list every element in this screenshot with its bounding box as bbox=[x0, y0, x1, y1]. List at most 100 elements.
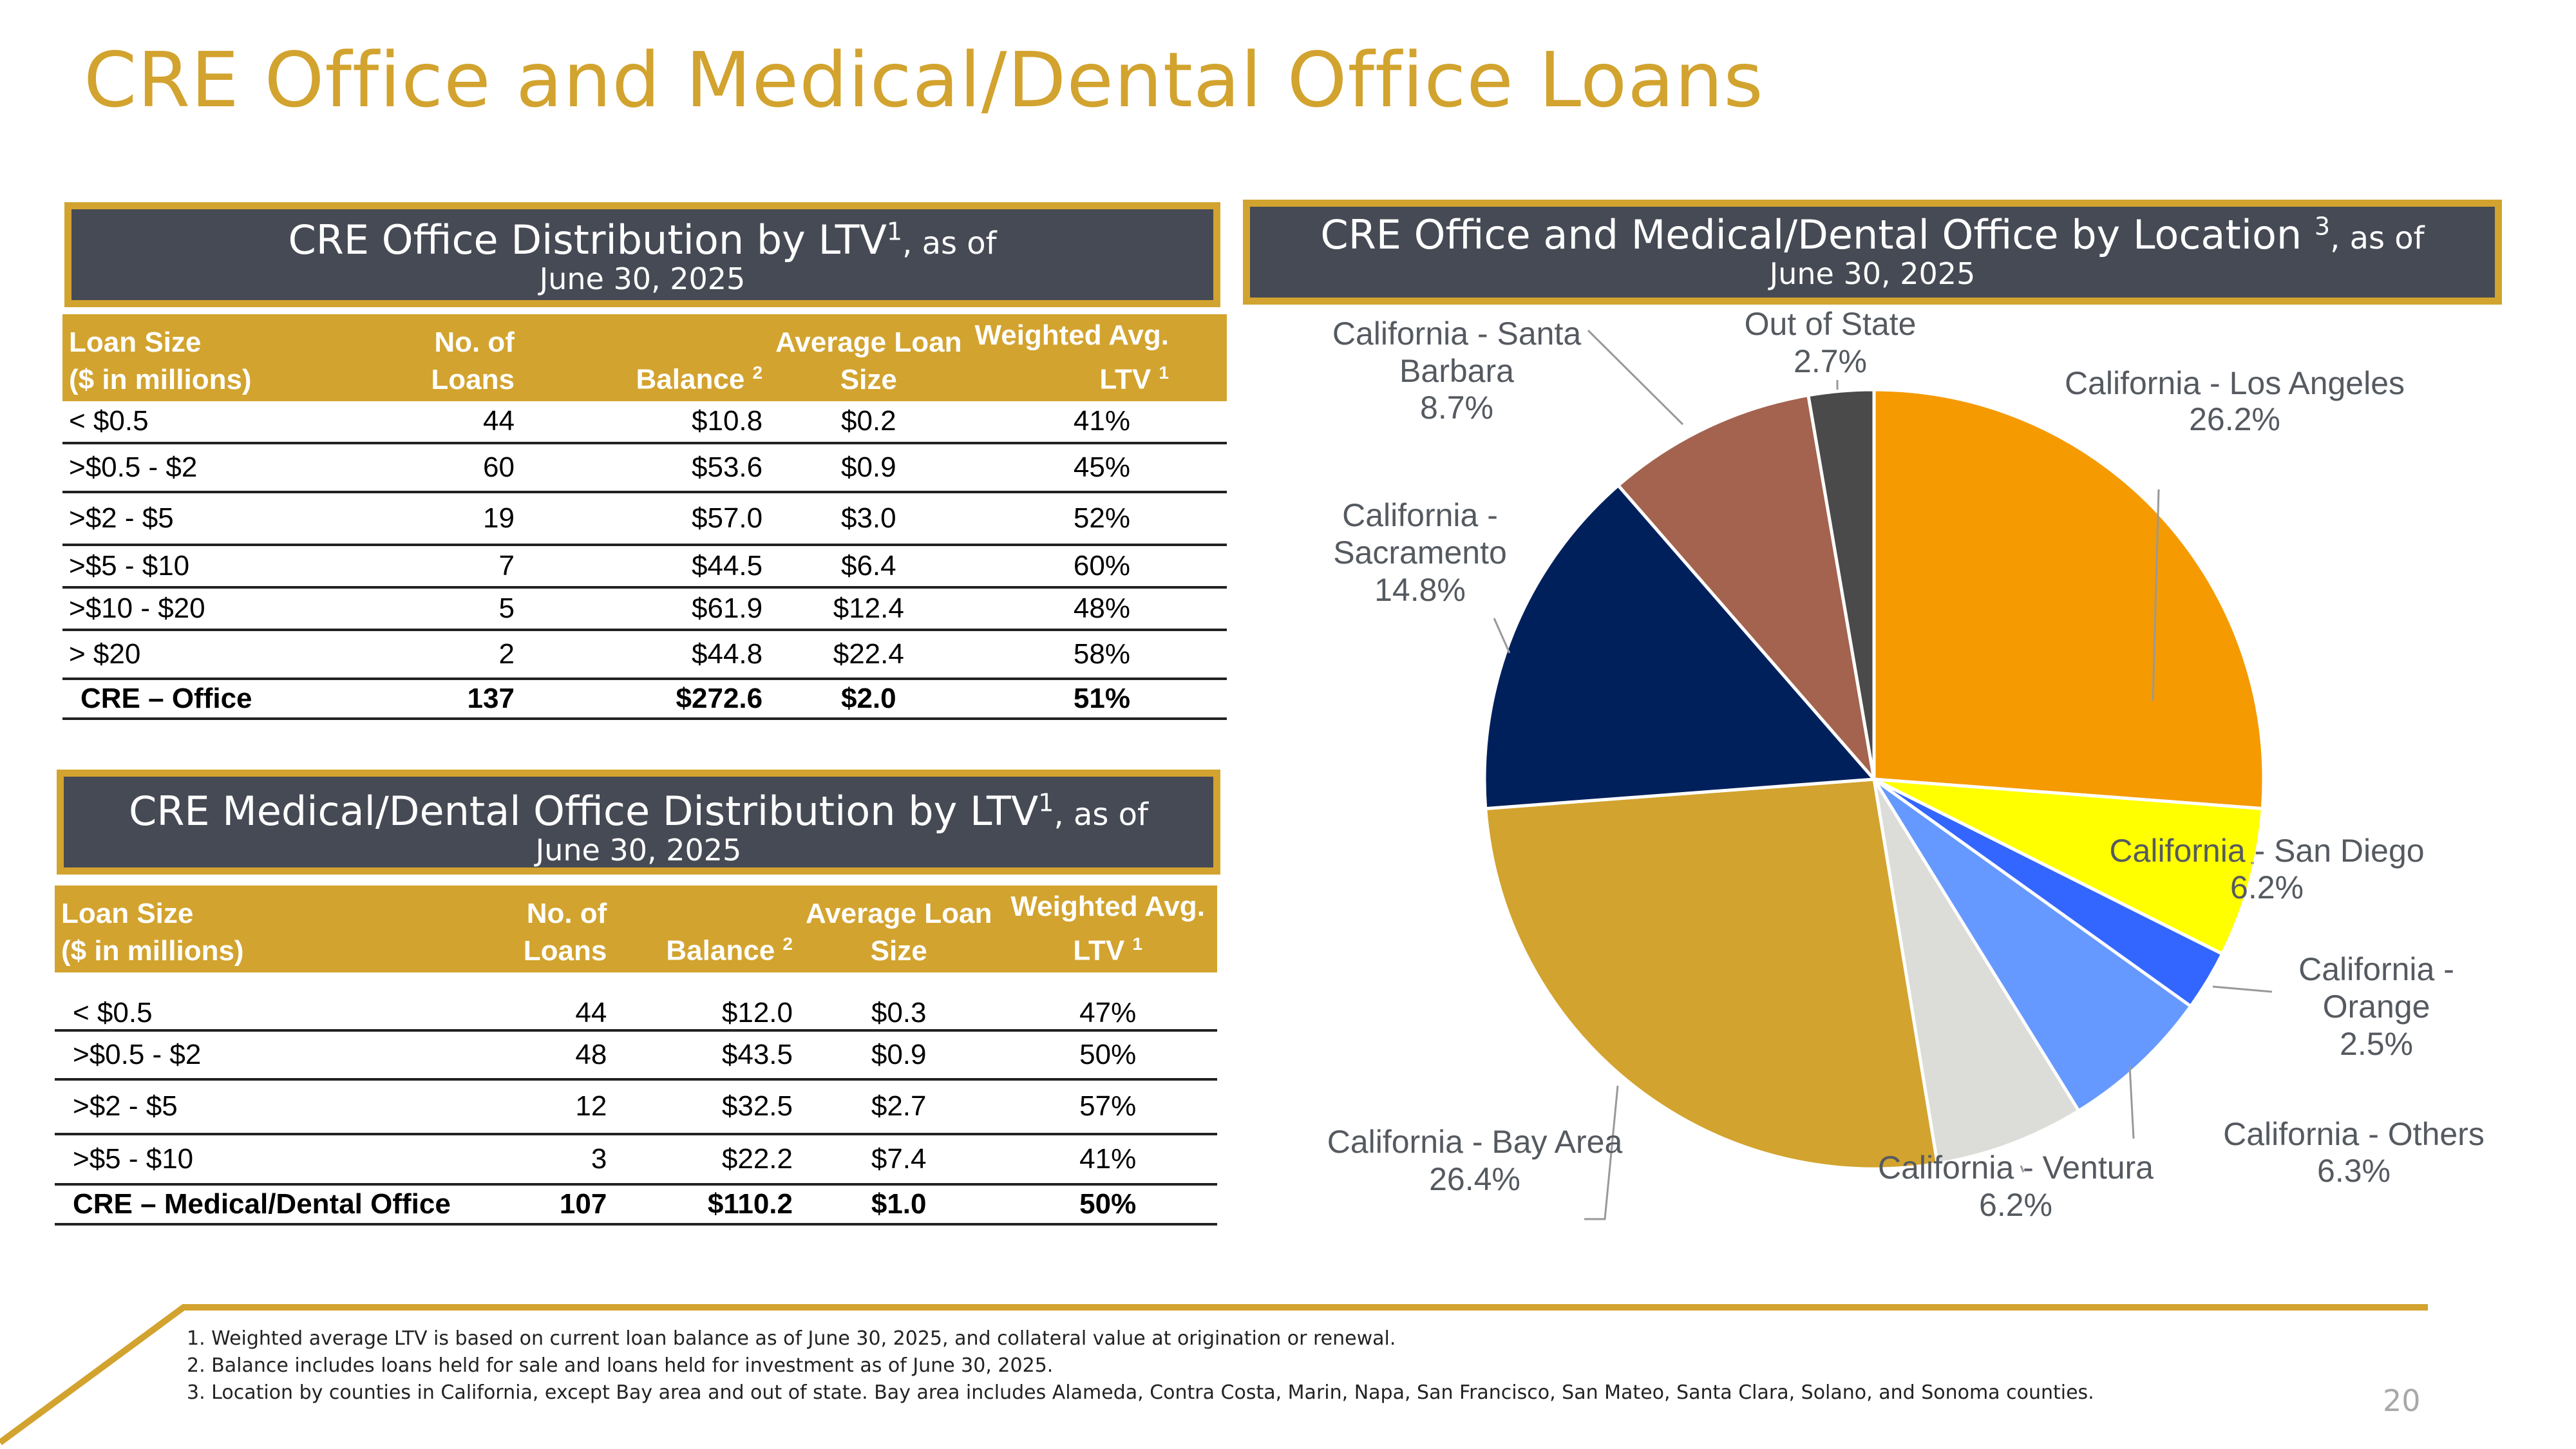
table-total-row: CRE – Office 137 $272.6 $2.0 51% bbox=[62, 678, 1227, 720]
cell-loans: 44 bbox=[457, 972, 614, 1032]
header-loan-size: Loan Size ($ in millions) bbox=[61, 897, 244, 967]
pie-label-orange: California -Orange 2.5% bbox=[2298, 951, 2454, 1062]
pie-label-out-of-state: Out of State 2.7% bbox=[1745, 306, 1917, 379]
header-no-of-loans: No. of Loans bbox=[523, 897, 607, 967]
pie-slice-los-angeles bbox=[1872, 388, 2266, 811]
cell-avg: $2.0 bbox=[769, 678, 969, 720]
header-weighted-ltv: Weighted Avg. LTV 1 bbox=[974, 319, 1170, 395]
office-banner-title: CRE Office Distribution by LTV bbox=[288, 216, 887, 263]
cell-balance: $12.0 bbox=[613, 972, 799, 1032]
cell-loans: 2 bbox=[390, 629, 521, 680]
office-banner-asof: , as of bbox=[902, 225, 997, 261]
cell-balance: $272.6 bbox=[520, 678, 770, 720]
cell-ltv: 41% bbox=[998, 1133, 1217, 1186]
location-banner: CRE Office and Medical/Dental Office by … bbox=[1243, 200, 2502, 305]
cell-balance: $61.9 bbox=[520, 587, 770, 631]
cell-balance: $10.8 bbox=[520, 401, 770, 444]
header-average-loan-size: Average Loan Size bbox=[805, 897, 992, 967]
header-no-of-loans: No. of Loans bbox=[431, 326, 515, 395]
cell-ltv: 47% bbox=[998, 972, 1217, 1032]
pie-leader-sacramento bbox=[1493, 618, 1511, 654]
cell-loans: 19 bbox=[390, 491, 521, 546]
footnotes: 1. Weighted average LTV is based on curr… bbox=[187, 1325, 2312, 1406]
office-banner-date: June 30, 2025 bbox=[539, 261, 746, 297]
pie-leader-santa-barbara bbox=[1587, 329, 1684, 426]
cell-size: CRE – Medical/Dental Office bbox=[55, 1184, 457, 1226]
location-banner-asof: , as of bbox=[2330, 220, 2425, 256]
pie-label-bay-area: California - Bay Area 26.4% bbox=[1327, 1124, 1623, 1197]
header-average-loan-size: Average Loan Size bbox=[775, 326, 962, 395]
cell-ltv: 50% bbox=[998, 1030, 1217, 1081]
header-balance: Balance 2 bbox=[666, 934, 793, 967]
cell-size: < $0.5 bbox=[62, 401, 391, 444]
cell-loans: 137 bbox=[390, 678, 521, 720]
cell-loans: 44 bbox=[390, 401, 521, 444]
page-number: 20 bbox=[2383, 1383, 2421, 1418]
footnote-2: 2. Balance includes loans held for sale … bbox=[187, 1354, 1054, 1377]
table-row: > $20 2 $44.8 $22.4 58% bbox=[62, 629, 1227, 680]
cell-avg: $22.4 bbox=[769, 629, 969, 680]
pie-slice-ventura bbox=[1872, 778, 2081, 1166]
cell-size: >$0.5 - $2 bbox=[55, 1030, 457, 1081]
pie-label-santa-barbara: California - Santa Barbara 8.7% bbox=[1332, 316, 1581, 426]
cell-avg: $7.4 bbox=[799, 1133, 999, 1186]
cell-size: >$10 - $20 bbox=[62, 587, 391, 631]
pie-slice-santa-barbara bbox=[1616, 393, 1877, 785]
pie-slice-out-of-state bbox=[1806, 388, 1876, 780]
footnote-3: 3. Location by counties in California, e… bbox=[187, 1381, 2094, 1404]
cell-balance: $44.5 bbox=[520, 544, 770, 589]
header-loan-size: Loan Size ($ in millions) bbox=[69, 326, 252, 395]
cell-ltv: 50% bbox=[998, 1184, 1217, 1226]
medical-ltv-table: Loan Size ($ in millions) No. of Loans Bal… bbox=[55, 886, 1217, 1226]
table-total-row: CRE – Medical/Dental Office 107 $110.2 $… bbox=[55, 1184, 1217, 1226]
cell-avg: $12.4 bbox=[769, 587, 969, 631]
medical-banner-sup: 1 bbox=[1038, 788, 1054, 817]
footnote-1: 1. Weighted average LTV is based on curr… bbox=[187, 1327, 1396, 1350]
medical-banner-title: CRE Medical/Dental Office Distribution b… bbox=[129, 788, 1039, 835]
cell-balance: $53.6 bbox=[520, 442, 770, 493]
cell-balance: $43.5 bbox=[613, 1030, 799, 1081]
pie-leader-orange bbox=[2212, 985, 2273, 993]
table-header-row: Loan Size ($ in millions) No. of Loans Bal… bbox=[62, 314, 1227, 401]
cell-ltv: 60% bbox=[968, 544, 1227, 589]
pie-label-los-angeles: California - Los Angeles 26.2% bbox=[2065, 365, 2405, 437]
cell-size: > $20 bbox=[62, 629, 391, 680]
cell-ltv: 48% bbox=[968, 587, 1227, 631]
cell-avg: $1.0 bbox=[799, 1184, 999, 1226]
pie-slice-san-diego bbox=[1873, 777, 2264, 956]
office-banner-sup: 1 bbox=[886, 217, 903, 246]
office-banner: CRE Office Distribution by LTV1, as of J… bbox=[64, 202, 1220, 307]
cell-balance: $32.5 bbox=[613, 1079, 799, 1135]
pie-leader-los-angeles bbox=[2152, 489, 2160, 701]
cell-avg: $0.3 bbox=[799, 972, 999, 1032]
cell-avg: $0.9 bbox=[769, 442, 969, 493]
table-row: >$10 - $20 5 $61.9 $12.4 48% bbox=[62, 587, 1227, 631]
cell-loans: 7 bbox=[390, 544, 521, 589]
pie-label-sacramento: California -Sacramento 14.8% bbox=[1333, 497, 1507, 608]
cell-size: >$5 - $10 bbox=[55, 1133, 457, 1186]
cell-balance: $22.2 bbox=[613, 1133, 799, 1186]
cell-balance: $57.0 bbox=[520, 491, 770, 546]
pie-label-ventura: California - Ventura 6.2% bbox=[1878, 1150, 2154, 1223]
medical-banner-asof: , as of bbox=[1054, 797, 1148, 833]
pie-slice-sacramento bbox=[1482, 483, 1878, 811]
cell-size: >$2 - $5 bbox=[62, 491, 391, 546]
table-row: < $0.5 44 $12.0 $0.3 47% bbox=[55, 972, 1217, 1032]
table-row: >$5 - $10 3 $22.2 $7.4 41% bbox=[55, 1133, 1217, 1186]
pie-slice-others bbox=[1872, 777, 2193, 1113]
cell-ltv: 52% bbox=[968, 491, 1227, 546]
medical-banner: CRE Medical/Dental Office Distribution b… bbox=[57, 770, 1220, 875]
cell-loans: 48 bbox=[457, 1030, 614, 1081]
cell-size: < $0.5 bbox=[55, 972, 457, 1032]
cell-avg: $0.2 bbox=[769, 401, 969, 444]
table-header-row: Loan Size ($ in millions) No. of Loans Bal… bbox=[55, 886, 1217, 972]
cell-loans: 3 bbox=[457, 1133, 614, 1186]
cell-loans: 12 bbox=[457, 1079, 614, 1135]
cell-balance: $110.2 bbox=[613, 1184, 799, 1226]
location-banner-date: June 30, 2025 bbox=[1769, 256, 1976, 292]
table-row: >$0.5 - $2 60 $53.6 $0.9 45% bbox=[62, 442, 1227, 493]
cell-loans: 107 bbox=[457, 1184, 614, 1226]
table-row: < $0.5 44 $10.8 $0.2 41% bbox=[62, 401, 1227, 444]
cell-size: >$5 - $10 bbox=[62, 544, 391, 589]
cell-balance: $44.8 bbox=[520, 629, 770, 680]
